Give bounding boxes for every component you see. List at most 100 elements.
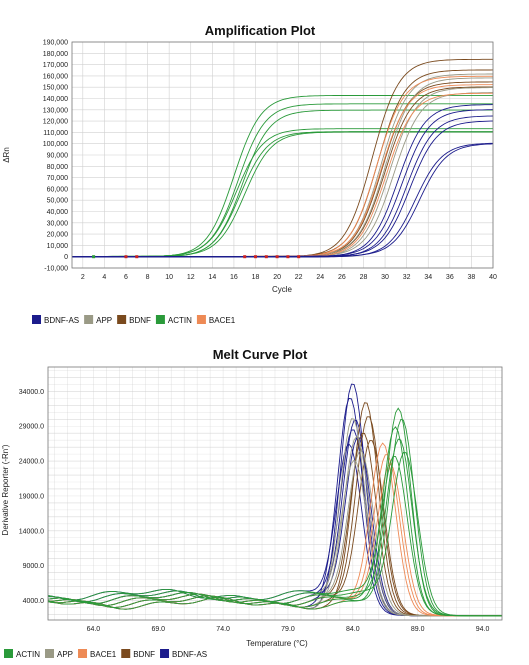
legend-swatch-bdnf-as xyxy=(160,649,170,658)
melt-curve-plot-title: Melt Curve Plot xyxy=(213,347,308,362)
threshold-marker xyxy=(286,255,290,259)
melt-curve-actin xyxy=(47,438,502,617)
melt-x-tick-labels: 64.0 69.0 74.0 79.0 84.0 89.0 94.0 xyxy=(87,626,490,633)
amp-y-tick-label: 110,000 xyxy=(43,130,68,137)
threshold-marker xyxy=(92,255,96,259)
amp-curve-bdnf xyxy=(72,69,494,257)
melt-y-tick-label: 24000.0 xyxy=(19,459,44,466)
amp-y-tick-label: 0 xyxy=(64,254,68,261)
amp-y-tick-label: 100,000 xyxy=(43,141,68,148)
amp-x-tick-label: 30 xyxy=(381,274,389,281)
amp-curve-bdnf-as xyxy=(72,142,493,258)
amp-curve-actin xyxy=(72,128,493,257)
amp-x-tick-label: 8 xyxy=(146,274,150,281)
amp-x-tick-label: 12 xyxy=(187,274,195,281)
amp-x-tick-label: 18 xyxy=(252,274,260,281)
legend-label-bdnf-as: BDNF-AS xyxy=(172,650,207,659)
amp-y-tick-label: 170,000 xyxy=(43,62,68,69)
melt-y-axis-label: Derivative Reporter (-Rn') xyxy=(1,444,10,535)
amplification-grid xyxy=(72,41,494,269)
melt-grid xyxy=(48,367,502,620)
amp-curve-bdnf-as xyxy=(72,143,494,257)
amp-x-tick-label: 22 xyxy=(295,274,303,281)
threshold-marker xyxy=(264,255,268,259)
legend-label-actin: ACTIN xyxy=(168,316,192,325)
amplification-threshold-markers xyxy=(92,255,301,259)
threshold-marker xyxy=(124,255,128,259)
amplification-y-tick-labels: -10,000 0 10,000 20,000 30,000 40,000 50,000 60… xyxy=(43,40,68,273)
amp-y-tick-label: 50,000 xyxy=(47,198,69,205)
legend-swatch-app xyxy=(84,315,94,324)
legend-swatch-app xyxy=(45,649,54,658)
amp-x-tick-label: 38 xyxy=(468,274,476,281)
melt-x-tick-label: 74.0 xyxy=(216,626,230,633)
melt-plot-frame xyxy=(47,366,503,621)
melt-y-tick-labels: 4000.0 9000.0 14000.0 19000.0 24000.0 29000.0… xyxy=(19,389,44,605)
amplification-x-tick-labels: 2 4 6 8 10 12 14 16 18 20 22 24 26 28 30 32 34 36 38 40 xyxy=(81,274,497,281)
amplification-curves xyxy=(72,58,494,258)
amplification-plot-frame xyxy=(71,41,494,269)
melt-curve-plot: Melt Curve Plot 4000.0 9000.0 14000.0 19000… xyxy=(1,347,503,648)
amp-x-tick-label: 4 xyxy=(102,274,106,281)
melt-x-tick-label: 89.0 xyxy=(411,626,425,633)
amp-x-tick-label: 40 xyxy=(489,274,497,281)
amp-x-tick-label: 32 xyxy=(403,274,411,281)
amp-y-tick-label: 40,000 xyxy=(47,209,69,216)
amp-x-tick-label: 6 xyxy=(124,274,128,281)
legend-label-bace1: BACE1 xyxy=(90,650,117,659)
legend-label-actin: ACTIN xyxy=(16,650,40,659)
amp-x-tick-label: 24 xyxy=(316,274,324,281)
amp-curve-bdnf xyxy=(72,81,493,258)
amp-x-tick-label: 26 xyxy=(338,274,346,281)
amp-y-tick-label: 20,000 xyxy=(47,232,69,239)
amp-y-tick-label: 160,000 xyxy=(43,73,68,80)
amp-y-tick-label: 120,000 xyxy=(43,119,68,126)
melt-x-tick-label: 94.0 xyxy=(476,626,490,633)
legend-swatch-actin xyxy=(4,649,13,658)
amp-y-tick-label: 130,000 xyxy=(43,107,68,114)
legend-swatch-bace1 xyxy=(196,315,206,324)
melt-x-tick-label: 79.0 xyxy=(281,626,295,633)
amp-y-tick-label: 60,000 xyxy=(47,186,69,193)
legend-label-app: APP xyxy=(96,316,112,325)
melt-legend: ACTIN APP BACE1 BDNF BDNF-AS xyxy=(4,649,207,659)
melt-x-tick-label: 64.0 xyxy=(87,626,101,633)
amp-y-tick-label: 80,000 xyxy=(47,164,69,171)
legend-label-app: APP xyxy=(57,650,73,659)
amp-y-tick-label: 90,000 xyxy=(47,153,69,160)
legend-swatch-bdnf-as xyxy=(32,315,41,324)
amp-y-tick-label: 10,000 xyxy=(47,243,69,250)
amp-curve-actin xyxy=(72,94,493,258)
legend-label-bdnf: BDNF xyxy=(129,316,151,325)
amplification-plot: Amplification Plot -10,000 0 10,000 20,000 3… xyxy=(2,23,497,294)
threshold-marker xyxy=(135,255,139,259)
legend-swatch-bace1 xyxy=(78,649,88,658)
legend-label-bdnf: BDNF xyxy=(133,650,155,659)
legend-label-bdnf-as: BDNF-AS xyxy=(44,316,79,325)
amplification-legend: BDNF-AS APP BDNF ACTIN BACE1 xyxy=(32,315,236,325)
melt-y-tick-label: 9000.0 xyxy=(23,563,45,570)
amplification-y-axis-label: ΔRn xyxy=(2,147,11,163)
legend-swatch-actin xyxy=(155,315,165,324)
melt-y-tick-label: 4000.0 xyxy=(23,598,45,605)
threshold-marker xyxy=(254,255,258,259)
threshold-marker xyxy=(243,255,247,259)
melt-y-tick-label: 29000.0 xyxy=(19,424,44,431)
amp-y-tick-label: 30,000 xyxy=(47,220,69,227)
amp-curve-app xyxy=(72,77,493,257)
amp-y-tick-label: 190,000 xyxy=(43,40,68,47)
amp-curve-actin xyxy=(72,131,493,258)
amp-x-tick-label: 20 xyxy=(273,274,281,281)
legend-swatch-bdnf xyxy=(121,649,131,658)
amp-x-tick-label: 2 xyxy=(81,274,85,281)
amp-x-tick-label: 36 xyxy=(446,274,454,281)
legend-label-bace1: BACE1 xyxy=(209,316,236,325)
amp-curve-actin xyxy=(72,131,493,257)
amp-y-tick-label: 70,000 xyxy=(47,175,69,182)
melt-curves xyxy=(47,383,502,617)
melt-x-axis-label: Temperature (°C) xyxy=(246,639,308,648)
melt-y-tick-label: 19000.0 xyxy=(19,493,44,500)
melt-y-tick-label: 14000.0 xyxy=(19,528,44,535)
amp-x-tick-label: 14 xyxy=(208,274,216,281)
melt-curve-actin xyxy=(47,455,502,617)
